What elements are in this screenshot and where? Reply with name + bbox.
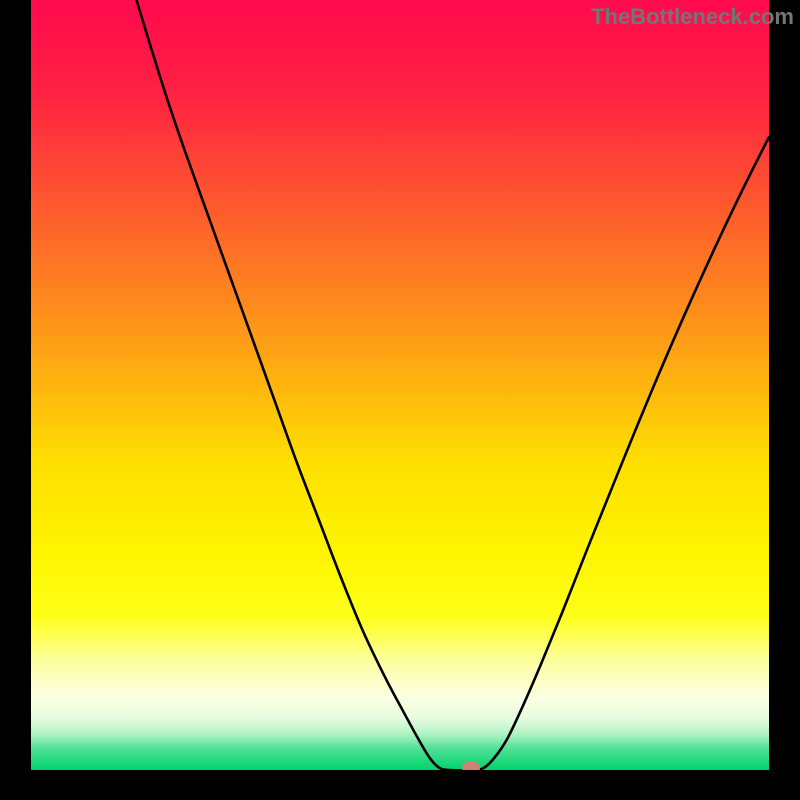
chart-stage: TheBottleneck.com	[0, 0, 800, 800]
curve-path	[137, 0, 769, 770]
bottleneck-curve	[31, 0, 769, 770]
optimum-marker	[462, 762, 480, 770]
plot-area	[31, 0, 769, 770]
attribution-label: TheBottleneck.com	[591, 4, 794, 30]
